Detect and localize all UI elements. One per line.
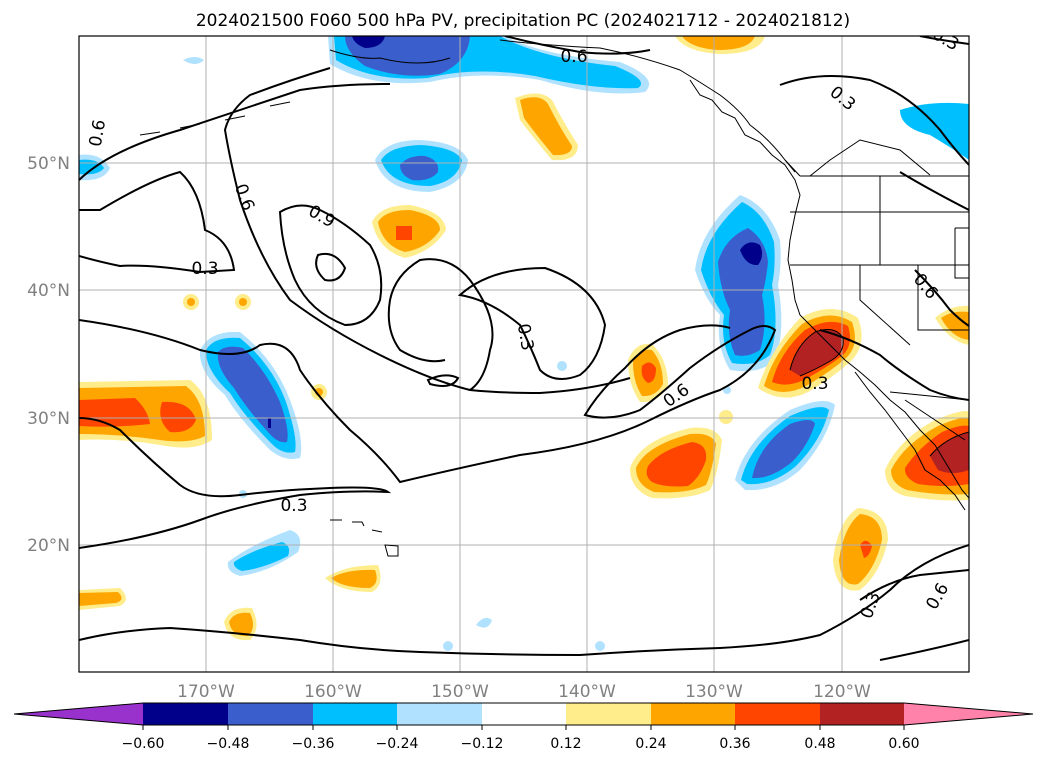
contour-label: 0.6 — [86, 118, 110, 148]
precip-blob-n-orange-mid — [682, 36, 755, 50]
precip-blob-167w-s-mid — [229, 612, 254, 637]
precip-dot-8 — [476, 617, 492, 628]
contour-label: 0.6 — [560, 47, 587, 67]
pv-contours — [79, 36, 969, 661]
colorbar-bin — [228, 703, 313, 725]
precip-dot-1-mid — [187, 298, 195, 306]
precip-blob-152w-mid — [520, 97, 572, 156]
lon-label: 170°W — [177, 682, 235, 702]
precip-blob-173w — [183, 57, 204, 64]
precip-blob-125w-strong — [752, 420, 815, 478]
lon-labels: 170°W 160°W 150°W 140°W 130°W 120°W — [177, 682, 871, 702]
lon-label: 150°W — [431, 682, 489, 702]
precip-blob-w30-strong-2 — [160, 401, 196, 433]
precip-blob-118w-mid — [839, 514, 882, 585]
contour-0.3-center — [457, 266, 607, 380]
precip-blob-128w-extreme — [740, 242, 763, 266]
contour-0.9-inner — [315, 252, 347, 282]
contour-0.3-small — [426, 374, 460, 387]
colorbar-bin — [735, 703, 820, 725]
contour-0.3-west — [79, 170, 236, 274]
colorbar-tick-label: −0.36 — [292, 736, 335, 752]
contour-0.3-ne — [779, 75, 969, 211]
precip-dot-4 — [719, 410, 733, 424]
contour-0.3-open — [387, 258, 494, 391]
precip-dot-9 — [443, 641, 453, 651]
precip-blob-166w-mid — [233, 542, 290, 571]
canada-west — [784, 139, 931, 177]
lon-label: 130°W — [685, 682, 743, 702]
colorbar-bin — [651, 703, 735, 725]
colorbar-tick-label: 0.36 — [719, 736, 750, 752]
colorbar-bin — [820, 703, 904, 725]
lat-labels: 50°N 40°N 30°N 20°N — [27, 154, 70, 556]
precip-blob-157w-s-mid — [331, 569, 377, 588]
bc-coast — [689, 79, 969, 499]
contour-label: 0.3 — [513, 322, 537, 352]
contour-0.3-midright — [819, 329, 969, 401]
state-borders — [790, 176, 969, 346]
lat-label: 40°N — [27, 281, 70, 301]
colorbar-tick-label: −0.60 — [122, 736, 165, 752]
lat-label: 50°N — [27, 154, 70, 174]
precip-blob-alaska-extreme — [352, 36, 385, 48]
colorbar-tick-label: 0.12 — [550, 736, 581, 752]
mainland-mx-coast — [904, 399, 966, 441]
precip-blob-e38-mid — [941, 311, 969, 340]
colorbar-bin — [397, 703, 482, 725]
map-frame — [78, 35, 970, 673]
colorbar: −0.60 −0.48 −0.36 −0.24 −0.12 0.12 0.24 … — [13, 702, 1034, 752]
colorbar-bin — [566, 703, 651, 725]
contour-0.6-right — [914, 269, 969, 327]
contour-label: 0.3 — [801, 374, 828, 394]
contour-0.6-ring — [79, 319, 777, 484]
precip-blob-157w-strong — [400, 155, 439, 181]
alaska-coast — [329, 39, 796, 173]
contour-0.3-sw — [79, 544, 969, 657]
colorbar-tick-label: −0.12 — [461, 736, 504, 752]
contour-0.6-main — [79, 67, 631, 395]
lat-label: 20°N — [27, 536, 70, 556]
contour-label: 0.3 — [280, 496, 307, 516]
contour-0.6-se — [859, 569, 969, 661]
precip-outline-mx — [929, 431, 969, 457]
colorbar-tick-label: 0.48 — [804, 736, 835, 752]
precip-blob-ca-extreme — [790, 329, 844, 376]
precip-dot-10 — [595, 641, 605, 651]
precip-blob-153w-strong — [396, 226, 412, 240]
gridlines — [79, 36, 969, 672]
lon-label: 160°W — [304, 682, 362, 702]
contour-0.3-lower — [79, 417, 392, 549]
contour-0.9 — [278, 204, 383, 327]
precip-blob-165w-extreme — [268, 418, 271, 428]
lon-label: 140°W — [558, 682, 616, 702]
contour-0.6-top — [504, 36, 969, 55]
colorbar-tick-label: 0.60 — [888, 736, 919, 752]
colorbar-extend-left — [14, 703, 143, 725]
map-title: 2024021500 F060 500 hPa PV, precipitatio… — [196, 11, 850, 31]
colorbar-tick-label: −0.48 — [207, 736, 250, 752]
precip-blob-135w-strong — [641, 362, 656, 383]
colorbar-bin — [482, 703, 566, 725]
precip-blob-mx-extreme — [930, 432, 969, 473]
precip-blob-w16-mid — [79, 592, 122, 606]
precip-dot-7 — [557, 361, 567, 371]
contour-label: 0.3 — [191, 259, 218, 279]
colorbar-tick-label: 0.24 — [635, 736, 666, 752]
colorbar-extend-right — [904, 703, 1033, 725]
lat-label: 30°N — [27, 409, 70, 429]
map-area: 0.6 0.3 0.6 0.3 0.9 0.3 0.3 0.6 0.3 0.6 … — [79, 36, 969, 672]
colorbar-bin — [143, 703, 228, 725]
colorbar-tick-label: −0.24 — [376, 736, 419, 752]
hawaii-islands — [330, 519, 399, 557]
baja-coast — [854, 371, 966, 511]
precip-blob-132w-strong — [646, 442, 707, 487]
lon-label: 120°W — [813, 682, 871, 702]
precip-dot-2-mid — [239, 298, 247, 306]
colorbar-bin — [313, 703, 397, 725]
